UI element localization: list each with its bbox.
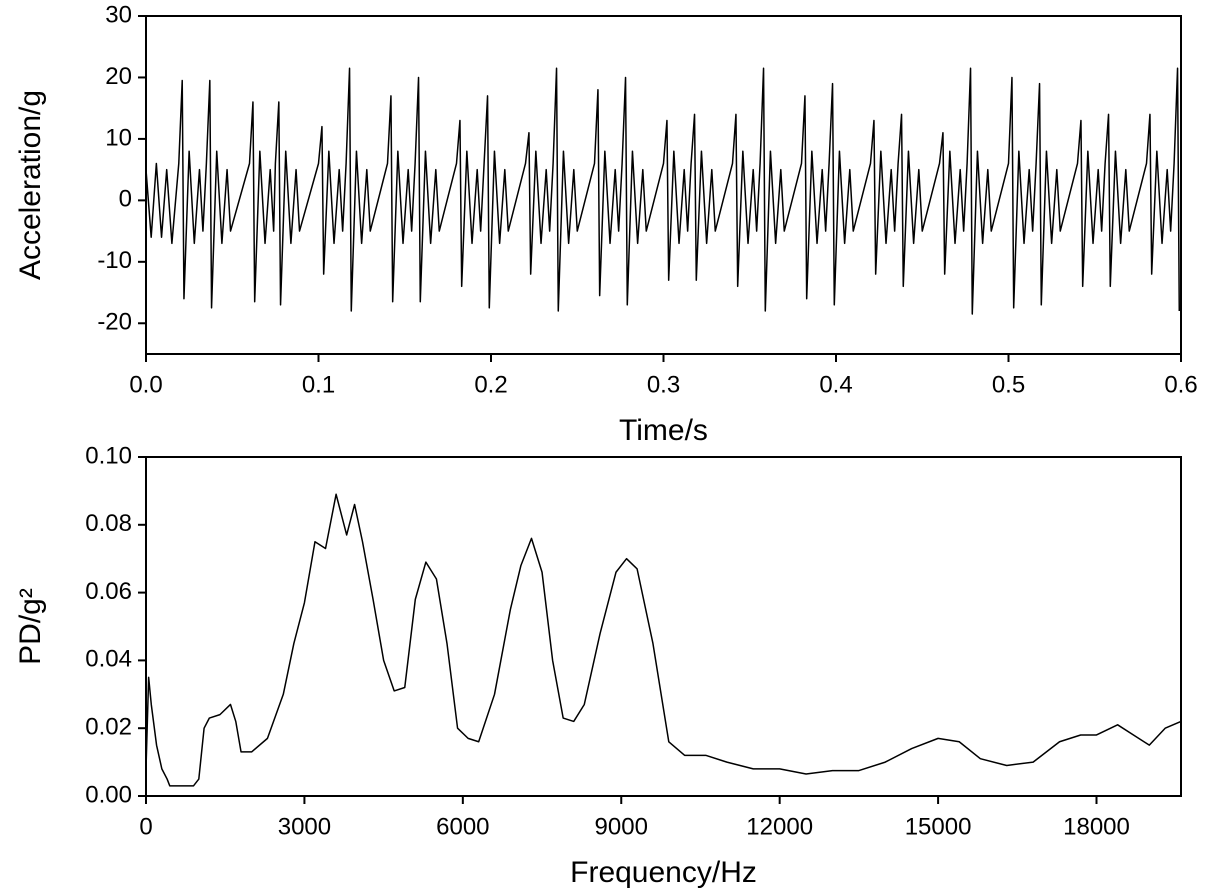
y-tick-label: 0.06 [85, 578, 132, 605]
y-tick-label: -10 [97, 247, 132, 274]
x-tick-label: 3000 [278, 813, 331, 840]
x-tick-label: 0 [139, 813, 152, 840]
x-tick-label: 15000 [905, 813, 972, 840]
x-tick-label: 12000 [746, 813, 813, 840]
data-line [145, 493, 1182, 787]
y-tick-label: 0.02 [85, 714, 132, 741]
y-tick-label: 0.04 [85, 646, 132, 673]
x-tick-label: 0.6 [1164, 371, 1197, 398]
x-tick-label: 0.5 [992, 371, 1025, 398]
x-tick-label: 18000 [1063, 813, 1130, 840]
y-tick-label: 0.00 [85, 781, 132, 808]
plot-frame [145, 456, 1182, 797]
y-tick-label: 30 [105, 1, 132, 28]
x-tick-label: 0.2 [474, 371, 507, 398]
x-tick-label: 0.1 [302, 371, 335, 398]
x-tick-label: 0.3 [647, 371, 680, 398]
x-axis-title: Time/s [619, 414, 708, 447]
x-tick-label: 0.4 [819, 371, 852, 398]
x-tick-label: 6000 [436, 813, 489, 840]
x-axis-title: Frequency/Hz [570, 856, 757, 889]
y-tick-label: 0.08 [85, 510, 132, 537]
x-tick-label: 0.0 [129, 371, 162, 398]
y-tick-label: 0.10 [85, 442, 132, 469]
y-tick-label: 0 [119, 186, 132, 213]
plot-frame [145, 15, 1182, 355]
y-tick-label: -20 [97, 309, 132, 336]
y-tick-label: 10 [105, 124, 132, 151]
y-tick-label: 20 [105, 63, 132, 90]
x-tick-label: 9000 [595, 813, 648, 840]
y-axis-title: PD/g² [14, 588, 47, 665]
y-axis-title: Acceleration/g [14, 90, 47, 280]
data-line [145, 67, 1181, 315]
